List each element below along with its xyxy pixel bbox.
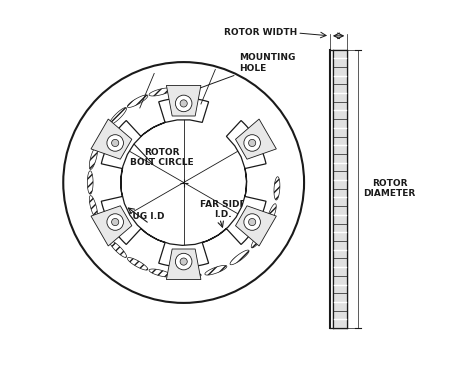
Polygon shape <box>101 98 266 267</box>
Circle shape <box>248 139 256 147</box>
Circle shape <box>244 135 261 151</box>
Circle shape <box>244 214 261 230</box>
Polygon shape <box>97 125 109 146</box>
Polygon shape <box>127 95 148 107</box>
Polygon shape <box>87 171 93 194</box>
Polygon shape <box>91 206 132 246</box>
Polygon shape <box>97 219 109 240</box>
Circle shape <box>63 62 304 303</box>
Polygon shape <box>235 206 276 246</box>
Polygon shape <box>230 250 249 265</box>
Text: LUG I.D: LUG I.D <box>127 212 165 221</box>
Circle shape <box>176 95 192 112</box>
Circle shape <box>107 135 123 151</box>
Polygon shape <box>235 119 276 159</box>
Polygon shape <box>90 147 98 169</box>
Circle shape <box>248 218 256 226</box>
Polygon shape <box>178 273 201 279</box>
Polygon shape <box>149 88 172 96</box>
Polygon shape <box>333 50 347 328</box>
Text: ROTOR
BOLT CIRCLE: ROTOR BOLT CIRCLE <box>130 147 194 167</box>
Text: MOUNTING
HOLE: MOUNTING HOLE <box>189 53 296 92</box>
Circle shape <box>112 139 119 147</box>
Text: FAR SIDE
I.D.: FAR SIDE I.D. <box>200 200 246 219</box>
Polygon shape <box>166 249 201 280</box>
Circle shape <box>112 218 119 226</box>
Text: ROTOR
DIAMETER: ROTOR DIAMETER <box>364 179 416 199</box>
Text: ROTOR WIDTH: ROTOR WIDTH <box>224 28 297 38</box>
Polygon shape <box>89 196 98 218</box>
Polygon shape <box>251 229 266 248</box>
Polygon shape <box>205 265 227 275</box>
Polygon shape <box>149 269 172 277</box>
Polygon shape <box>127 258 148 270</box>
Polygon shape <box>91 119 132 159</box>
Circle shape <box>180 258 187 265</box>
Circle shape <box>176 253 192 270</box>
Polygon shape <box>274 177 280 200</box>
Circle shape <box>180 100 187 107</box>
Polygon shape <box>109 108 126 124</box>
Polygon shape <box>266 204 276 226</box>
Circle shape <box>107 214 123 230</box>
Polygon shape <box>109 241 126 257</box>
Polygon shape <box>166 85 201 116</box>
